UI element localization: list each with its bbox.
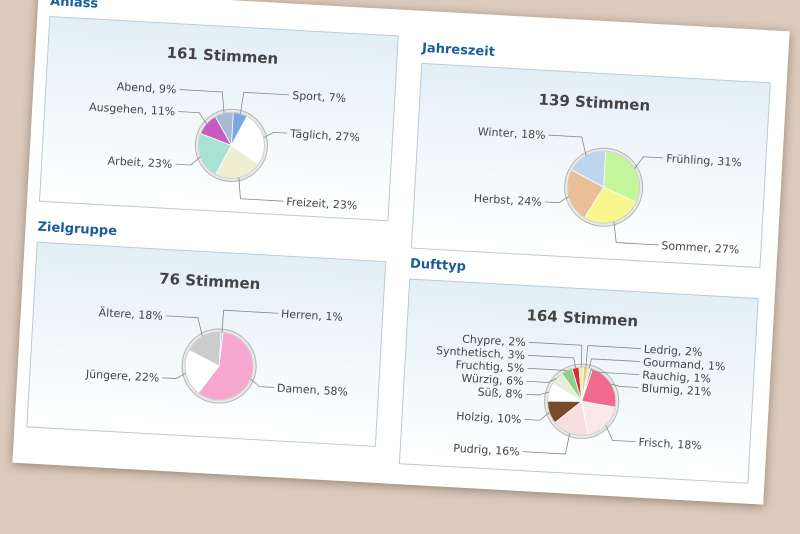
pie-chart-jahreszeit: 139 Stimmen Frühling, 31% Sommer, 27% Winte… xyxy=(473,90,742,256)
slice-label-blumig: Blumig, 21% xyxy=(641,382,711,399)
leader-line-ausgehen xyxy=(178,111,207,124)
slice-label-sport: Sport, 7% xyxy=(292,89,347,105)
section-title-zielgruppe: Zielgruppe xyxy=(37,219,118,240)
slice-label-arbeit: Arbeit, 23% xyxy=(107,154,172,171)
chart-title: 139 Stimmen xyxy=(538,90,651,114)
section-title-dufttyp: Dufttyp xyxy=(409,256,467,275)
leader-line-ledrig xyxy=(585,345,641,368)
slice-label-synthetisch: Synthetisch, 3% xyxy=(436,344,526,362)
pie-chart-anlass: 161 Stimmen Sport, 7% Täglich, 27% Freizeit… xyxy=(89,44,360,213)
slice-label-chypre: Chypre, 2% xyxy=(462,333,526,350)
panel-dufttyp: 164 Stimmen Ledrig, 2% Gourmand, 1% Rauchig… xyxy=(398,278,759,484)
leader-line-abend xyxy=(179,89,225,114)
section-title-anlass: Anlass xyxy=(49,0,99,12)
slice-label-rauchig: Rauchig, 1% xyxy=(642,369,711,386)
leader-line-herbst xyxy=(544,196,570,204)
leader-line-fruchtig xyxy=(527,367,567,372)
slice-label-holzig: Holzig, 10% xyxy=(456,410,522,427)
slice-label-herren: Herren, 1% xyxy=(281,307,343,323)
slice-label-gourmand: Gourmand, 1% xyxy=(643,356,726,374)
slice-label-ledrig: Ledrig, 2% xyxy=(643,343,702,359)
leader-line-winter xyxy=(548,134,587,156)
leader-line-holzig xyxy=(524,412,550,421)
leader-line-arbeit xyxy=(175,156,201,166)
leader-line-fruehling xyxy=(634,156,664,169)
pie-chart-zielgruppe: 76 Stimmen Herren, 1% Damen, 58% Ältere, 18… xyxy=(85,270,349,404)
leader-line-juengere xyxy=(162,372,187,379)
slice-label-fruehling: Frühling, 31% xyxy=(666,152,742,169)
chart-title: 161 Stimmen xyxy=(166,44,279,68)
section-title-jahreszeit: Jahreszeit xyxy=(421,40,496,60)
pie-outline xyxy=(197,111,265,179)
leader-line-gourmand xyxy=(588,358,641,369)
leader-line-freizeit xyxy=(238,177,284,202)
slice-label-taeglich: Täglich, 27% xyxy=(289,127,360,144)
leader-line-taeglich xyxy=(263,131,288,139)
slice-label-freizeit: Freizeit, 23% xyxy=(286,195,358,212)
panel-anlass: 161 Stimmen Sport, 7% Täglich, 27% Freizeit… xyxy=(38,16,399,222)
slice-label-suess: Süß, 8% xyxy=(477,386,523,402)
slice-label-fruchtig: Fruchtig, 5% xyxy=(455,358,524,375)
leader-line-pudrig xyxy=(522,433,571,455)
slice-label-wuerzig: Würzig, 6% xyxy=(461,372,524,388)
leader-line-herren xyxy=(221,309,279,333)
leader-line-damen xyxy=(250,378,274,388)
slice-label-herbst: Herbst, 24% xyxy=(473,192,542,209)
slice-label-juengere: Jüngere, 22% xyxy=(85,367,160,384)
leader-line-wuerzig xyxy=(526,377,557,383)
slice-label-sommer: Sommer, 27% xyxy=(661,239,739,256)
leader-line-aeltere xyxy=(165,315,203,337)
panel-zielgruppe: 76 Stimmen Herren, 1% Damen, 58% Ältere, 18… xyxy=(26,241,387,447)
leader-line-sommer xyxy=(613,221,659,246)
pie-outline xyxy=(547,366,617,436)
pie-outline xyxy=(184,331,254,401)
slice-label-winter: Winter, 18% xyxy=(477,125,545,142)
leader-line-synthetisch xyxy=(528,354,576,368)
slice-label-aeltere: Ältere, 18% xyxy=(98,306,163,323)
survey-sheet: Anlass 161 Stimmen Sport, 7% Täglich, 27% F… xyxy=(12,0,790,505)
leader-line-sport xyxy=(239,91,290,114)
chart-title: 76 Stimmen xyxy=(159,270,261,294)
leader-line-frisch xyxy=(605,425,636,443)
leader-line-rauchig xyxy=(591,368,640,375)
chart-title: 164 Stimmen xyxy=(526,306,639,330)
slice-label-ausgehen: Ausgehen, 11% xyxy=(89,101,176,119)
slice-label-damen: Damen, 58% xyxy=(277,382,349,399)
pie-outline xyxy=(567,150,641,224)
leader-line-suess xyxy=(525,391,549,396)
slice-label-abend: Abend, 9% xyxy=(116,80,176,96)
slice-label-frisch: Frisch, 18% xyxy=(638,436,702,453)
panel-jahreszeit: 139 Stimmen Frühling, 31% Sommer, 27% Winte… xyxy=(410,62,771,269)
slice-label-pudrig: Pudrig, 16% xyxy=(453,442,520,459)
leader-line-chypre xyxy=(528,341,583,368)
leader-line-blumig xyxy=(610,383,639,388)
